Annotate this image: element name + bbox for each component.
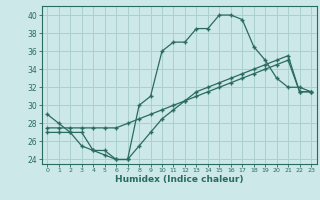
X-axis label: Humidex (Indice chaleur): Humidex (Indice chaleur): [115, 175, 244, 184]
